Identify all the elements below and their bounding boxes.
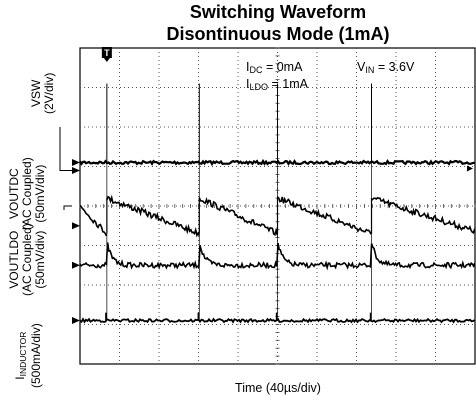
channel-ground-marker <box>72 317 80 325</box>
voutldo-label: VOUTLDO (AC Coupled) (50mV/div) <box>7 223 47 296</box>
voutdc-ramp <box>370 196 476 235</box>
channel-ground-marker <box>72 222 80 230</box>
x-axis-label: Time (40µs/div) <box>235 381 321 395</box>
chart-title: Switching Waveform <box>189 2 367 22</box>
voutdc-ramp <box>198 196 279 236</box>
voutdc-offset-marker <box>72 166 80 174</box>
channel-ground-marker <box>72 261 80 269</box>
voutdc-ramp <box>106 194 201 238</box>
channel-ground-marker <box>72 159 80 167</box>
vin-annotation: VIN = 3.6V <box>357 60 415 75</box>
inductor-label: IINDUCTOR (500mA/div) <box>13 323 43 388</box>
voutdc-ramp <box>276 196 372 235</box>
vsw-label: VSW (2V/div) <box>29 72 56 114</box>
voutdc-marker-line <box>59 127 72 171</box>
trigger-marker-pointer <box>103 58 110 62</box>
voutdc-label: VOUTDC (AC Coupled) (50mV/div) <box>7 157 47 230</box>
idc-annotation: IDC = 0mA <box>246 60 303 75</box>
trigger-marker-box <box>101 47 112 58</box>
trigger-level-marker <box>467 165 473 172</box>
voutdc-ref-line <box>63 205 72 210</box>
ildo-annotation: ILDO = 1mA <box>246 77 308 92</box>
voutdc-ramp <box>79 204 108 237</box>
trigger-marker-text: T <box>104 48 110 58</box>
chart-subtitle: Disontinuous Mode (1mA) <box>166 24 390 44</box>
